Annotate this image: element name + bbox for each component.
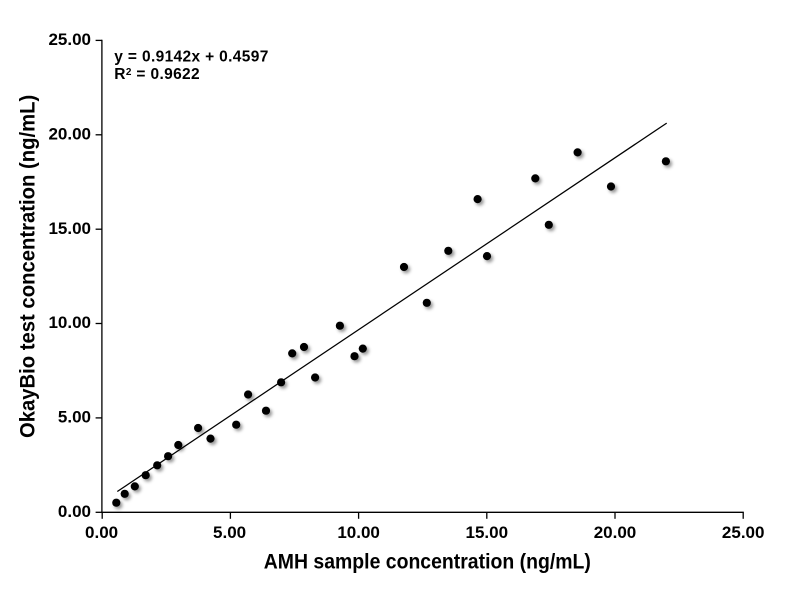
svg-text:OkayBio test concentration (ng: OkayBio test concentration (ng/mL): [16, 95, 40, 438]
svg-text:20.00: 20.00: [48, 125, 91, 144]
svg-text:AMH sample concentration (ng/m: AMH sample concentration (ng/mL): [264, 550, 591, 574]
svg-text:25.00: 25.00: [722, 523, 765, 542]
svg-text:10.00: 10.00: [48, 313, 91, 332]
svg-text:R2 = 0.9622: R2 = 0.9622: [114, 66, 200, 83]
svg-text:0.00: 0.00: [85, 523, 118, 542]
svg-text:5.00: 5.00: [58, 408, 91, 427]
svg-text:15.00: 15.00: [48, 219, 91, 238]
svg-text:y = 0.9142x + 0.4597: y = 0.9142x + 0.4597: [114, 49, 268, 66]
svg-text:0.00: 0.00: [58, 502, 91, 521]
svg-text:15.00: 15.00: [466, 523, 509, 542]
svg-text:10.00: 10.00: [337, 523, 380, 542]
svg-text:5.00: 5.00: [213, 523, 246, 542]
svg-text:20.00: 20.00: [594, 523, 637, 542]
svg-text:25.00: 25.00: [48, 30, 91, 49]
